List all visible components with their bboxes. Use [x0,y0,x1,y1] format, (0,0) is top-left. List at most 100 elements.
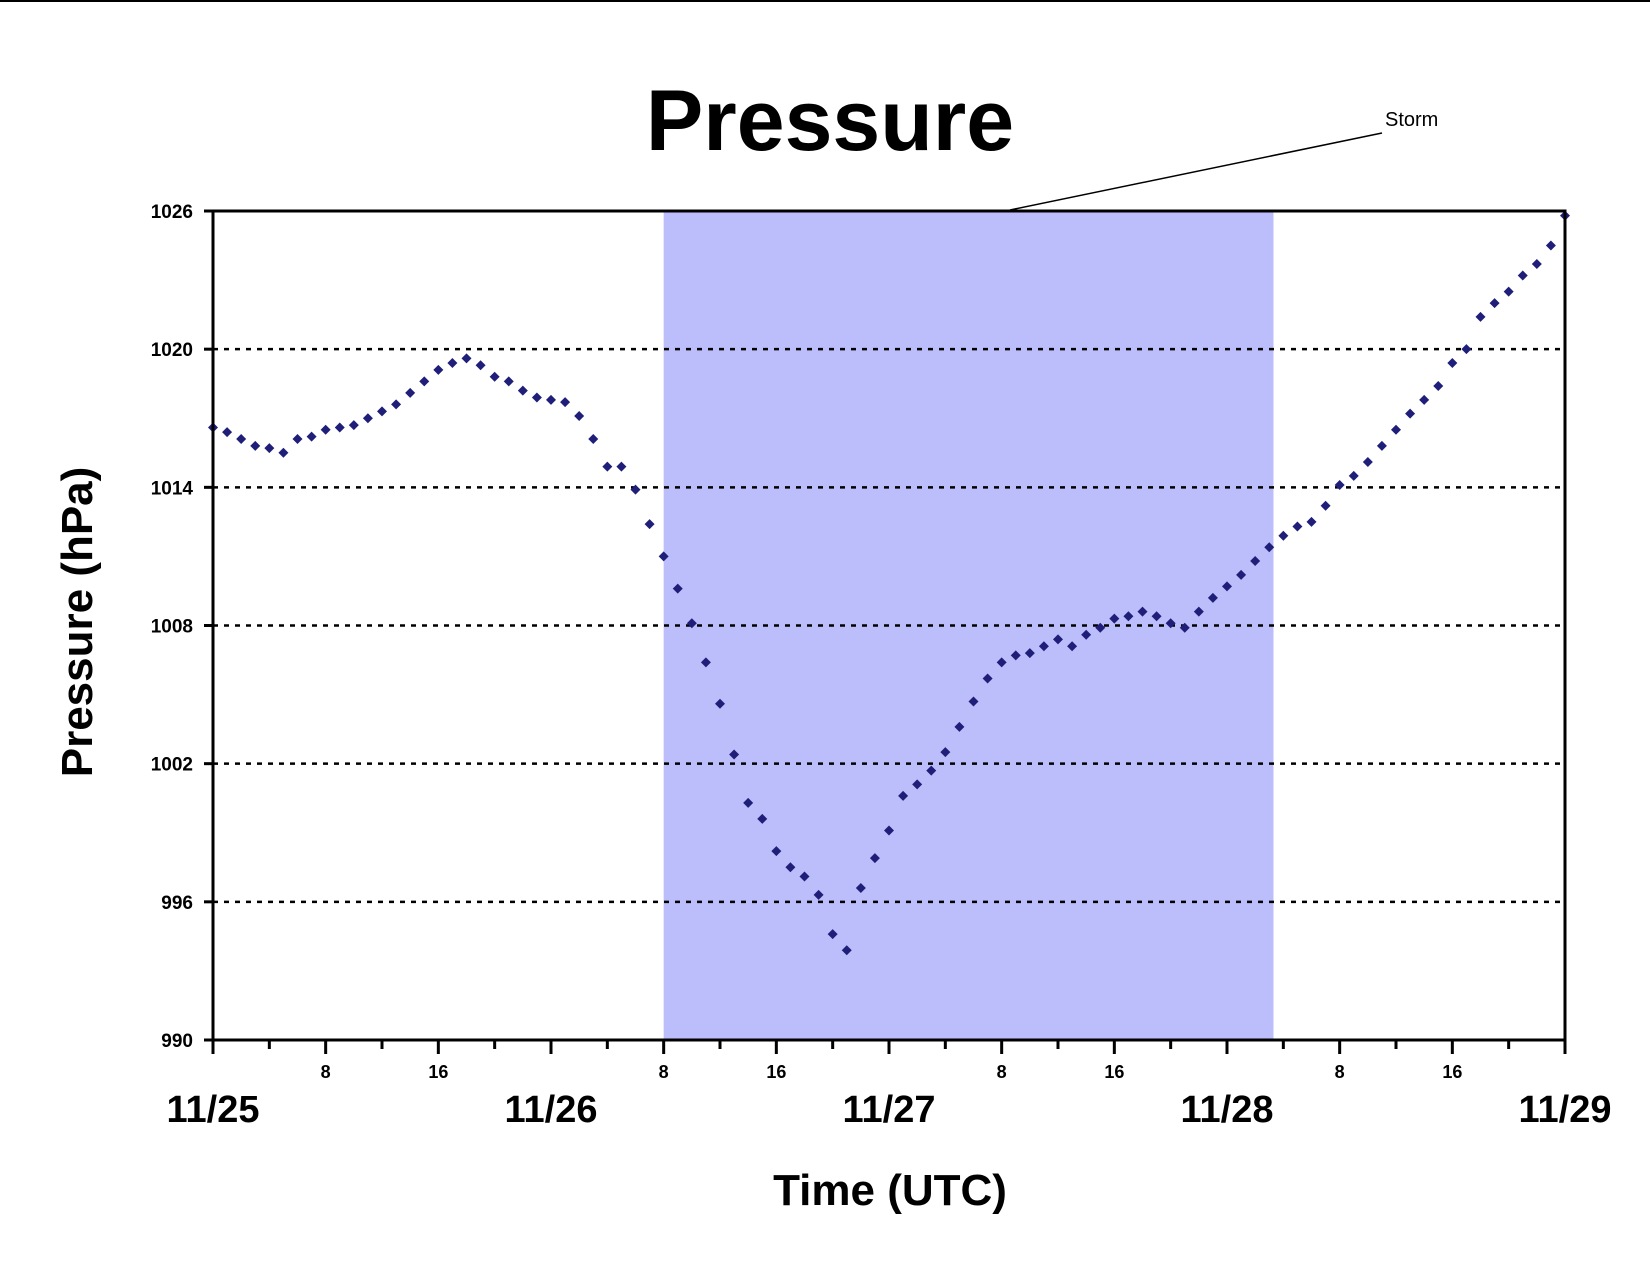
data-point-73 [1236,569,1247,580]
data-point-18 [461,353,472,364]
data-point-78 [1306,516,1317,527]
data-point-64 [1109,613,1120,624]
data-point-12 [377,406,387,417]
x-hour-label-40: 16 [766,1062,786,1082]
x-hour-label-80: 8 [1335,1062,1345,1082]
data-point-35 [700,657,711,668]
data-point-4 [264,443,275,454]
data-point-68 [1165,618,1176,629]
data-point-34 [686,618,697,629]
data-point-8 [320,424,331,435]
data-point-32 [658,551,669,562]
data-point-2 [236,433,247,444]
data-point-31 [644,519,655,530]
data-point-30 [630,484,641,495]
x-date-label-11-28: 11/28 [1181,1089,1274,1131]
data-point-6 [292,433,303,444]
axis-ticks-layer [204,209,1567,1054]
data-point-13 [391,399,402,410]
data-point-3 [250,440,261,451]
data-point-10 [348,420,359,431]
data-point-39 [757,813,768,824]
data-point-55 [982,673,993,684]
data-point-81 [1348,470,1359,481]
data-point-54 [968,696,979,707]
data-point-75 [1264,542,1275,553]
data-point-56 [996,657,1007,668]
data-point-7 [306,431,317,442]
data-point-65 [1123,611,1134,622]
y-tick-label-1020: 1020 [151,340,193,361]
data-point-47 [869,853,880,864]
x-hour-label-32: 8 [659,1062,669,1082]
data-point-48 [884,825,894,836]
storm-annotation-label: Storm [1385,109,1438,131]
data-point-71 [1207,592,1218,603]
data-point-52 [940,747,951,758]
data-point-20 [489,371,500,382]
data-point-38 [743,797,754,808]
data-point-23 [531,392,542,403]
data-point-14 [405,387,416,398]
data-point-49 [898,790,909,801]
data-point-44 [827,929,838,940]
data-point-60 [1053,634,1063,645]
data-point-17 [447,357,458,368]
storm-annotation-leader-line [1009,132,1383,211]
data-point-50 [912,779,923,790]
y-tick-label-996: 996 [161,893,193,914]
data-point-45 [841,945,852,956]
data-point-93 [1517,270,1528,281]
data-point-33 [672,583,683,594]
x-hour-label-8: 8 [321,1062,331,1082]
data-point-61 [1067,641,1078,652]
data-point-86 [1419,394,1430,405]
data-point-94 [1531,258,1542,269]
data-point-43 [813,889,824,900]
data-point-87 [1433,381,1444,392]
data-point-85 [1405,408,1416,419]
data-point-76 [1278,530,1289,541]
data-point-58 [1024,648,1035,659]
data-point-36 [715,698,725,709]
data-point-83 [1376,440,1387,451]
data-point-11 [362,413,373,424]
y-tick-label-1008: 1008 [151,617,193,638]
data-point-16 [433,364,444,375]
data-point-27 [588,433,599,444]
data-point-74 [1250,556,1261,567]
data-point-19 [475,360,486,371]
y-tick-label-1002: 1002 [151,755,193,776]
data-point-51 [926,765,937,776]
tick-labels-layer: 990 996 1002 1008 1014 1020 1026 8 16 8 16 8 16 8 16 11… [151,202,1612,1131]
x-hour-label-56: 8 [997,1062,1007,1082]
data-point-9 [334,422,345,433]
data-point-91 [1489,298,1500,309]
data-point-88 [1447,357,1458,368]
data-point-77 [1292,521,1303,532]
data-point-89 [1461,344,1472,355]
data-point-92 [1503,286,1514,297]
data-point-79 [1320,500,1331,511]
x-axis-title: Time (UTC) [773,1166,1007,1215]
data-point-90 [1475,311,1486,322]
data-point-42 [799,871,810,882]
data-point-37 [729,749,740,760]
data-point-41 [785,862,796,873]
data-point-66 [1137,606,1148,617]
y-tick-label-1014: 1014 [151,478,194,499]
data-point-46 [855,883,866,894]
data-point-21 [503,376,514,387]
x-date-label-11-26: 11/26 [505,1089,598,1131]
top-border-line [0,0,1650,2]
data-point-28 [602,461,613,472]
x-date-label-11-29: 11/29 [1519,1089,1612,1131]
data-point-26 [574,410,585,421]
data-point-63 [1095,622,1106,633]
data-point-1 [222,427,233,438]
data-points-layer [208,210,1570,956]
data-point-70 [1193,606,1204,617]
x-hour-label-16: 16 [428,1062,448,1082]
data-point-82 [1362,457,1373,468]
data-point-69 [1179,622,1190,633]
